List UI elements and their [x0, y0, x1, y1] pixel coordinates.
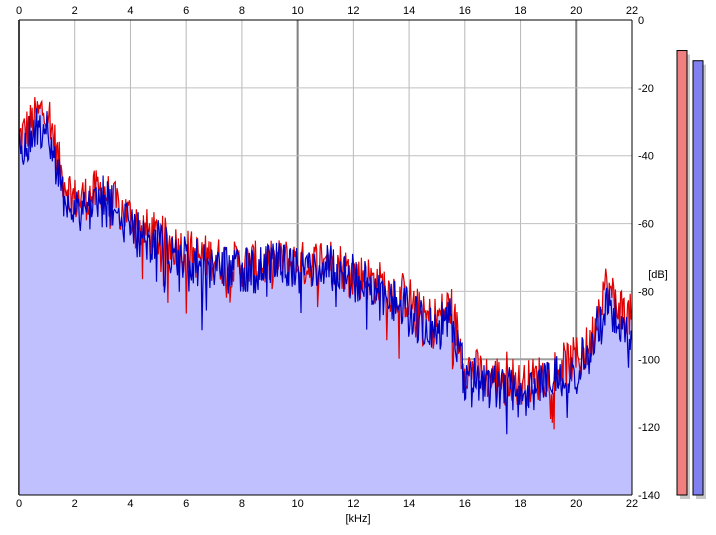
x-tick-label-bottom: 16: [459, 498, 471, 510]
x-tick-label-top: 0: [16, 5, 22, 17]
x-tick-label-bottom: 14: [403, 498, 415, 510]
x-tick-label-bottom: 12: [347, 498, 359, 510]
y-tick-label: 0: [638, 15, 644, 27]
y-tick-label: -40: [638, 151, 654, 163]
level-meter-bar: [692, 60, 704, 496]
x-tick-label-top: 6: [183, 5, 189, 17]
x-axis-unit-label: [kHz]: [345, 513, 370, 525]
x-tick-label-bottom: 4: [127, 498, 133, 510]
y-tick-label: -100: [638, 354, 660, 366]
series-line-2: [18, 108, 633, 435]
x-tick-label-top: 8: [239, 5, 245, 17]
x-tick-label-top: 10: [292, 5, 304, 17]
x-tick-label-bottom: 20: [570, 498, 582, 510]
x-tick-label-bottom: 8: [239, 498, 245, 510]
x-tick-label-bottom: 22: [626, 498, 638, 510]
y-tick-labels: 0 -20 -40 -60 -80 -100 -120 -140: [638, 15, 660, 502]
spectrum-area: [19, 97, 632, 495]
spectrum-fill: [19, 97, 632, 495]
level-meter-bar: [676, 50, 688, 496]
x-tick-label-top: 16: [459, 5, 471, 17]
y-tick-label: -20: [638, 83, 654, 95]
x-tick-label-top: 18: [514, 5, 526, 17]
y-tick-label: -140: [638, 490, 660, 502]
x-tick-label-top: 22: [626, 5, 638, 17]
y-tick-label: -60: [638, 219, 654, 231]
y-axis-unit-label: [dB]: [648, 269, 668, 281]
x-tick-label-bottom: 10: [292, 498, 304, 510]
x-tick-label-top: 2: [72, 5, 78, 17]
y-tick-label: -80: [638, 286, 654, 298]
x-tick-label-bottom: 0: [16, 498, 22, 510]
level-meters: [676, 50, 706, 500]
y-tick-label: -120: [638, 422, 660, 434]
axes: [18, 19, 633, 496]
x-tick-label-top: 14: [403, 5, 415, 17]
x-tick-label-top: 20: [570, 5, 582, 17]
series-group: [18, 97, 633, 435]
x-tick-label-bottom: 6: [183, 498, 189, 510]
x-tick-label-top: 12: [347, 5, 359, 17]
x-tick-label-bottom: 2: [72, 498, 78, 510]
x-tick-label-bottom: 18: [514, 498, 526, 510]
x-tick-label-top: 4: [127, 5, 133, 17]
